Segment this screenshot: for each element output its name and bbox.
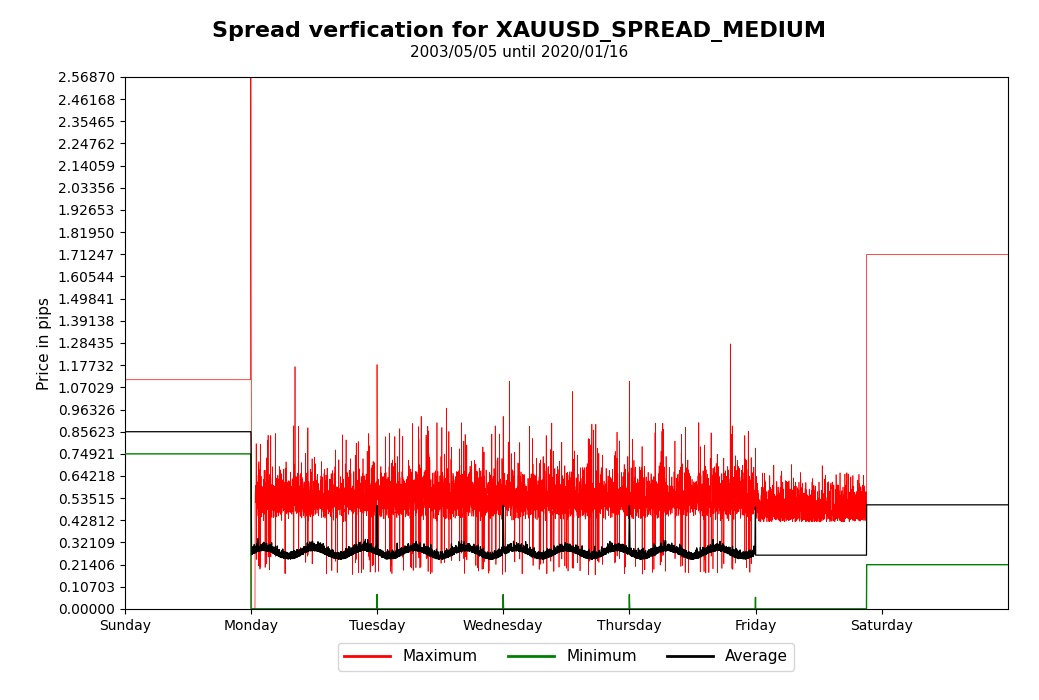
Maximum bbox=[248, 605, 261, 613]
Line: Average: Average bbox=[125, 432, 1008, 559]
Maximum bbox=[244, 73, 257, 81]
Minimum bbox=[370, 605, 382, 613]
Minimum bbox=[355, 605, 368, 613]
Text: 2003/05/05 until 2020/01/16: 2003/05/05 until 2020/01/16 bbox=[410, 45, 629, 60]
Average bbox=[118, 428, 131, 436]
Average bbox=[781, 551, 794, 559]
Line: Minimum: Minimum bbox=[125, 454, 1008, 609]
Maximum bbox=[370, 494, 382, 502]
Minimum bbox=[118, 449, 131, 458]
Average bbox=[370, 550, 382, 559]
Average bbox=[1002, 500, 1014, 509]
Minimum bbox=[781, 605, 794, 613]
Line: Maximum: Maximum bbox=[125, 77, 1008, 609]
Maximum bbox=[139, 375, 152, 384]
Minimum bbox=[238, 449, 250, 458]
Average bbox=[238, 428, 250, 436]
Maximum bbox=[118, 375, 131, 384]
Average bbox=[686, 552, 698, 560]
Y-axis label: Price in pips: Price in pips bbox=[37, 297, 52, 389]
Minimum bbox=[244, 605, 257, 613]
Text: Spread verfication for XAUUSD_SPREAD_MEDIUM: Spread verfication for XAUUSD_SPREAD_MED… bbox=[213, 21, 826, 42]
Average bbox=[355, 542, 368, 551]
Average bbox=[586, 555, 598, 564]
Legend: Maximum, Minimum, Average: Maximum, Minimum, Average bbox=[338, 643, 795, 671]
Maximum bbox=[1002, 250, 1014, 258]
Minimum bbox=[139, 449, 152, 458]
Maximum bbox=[686, 503, 698, 512]
Average bbox=[139, 428, 152, 436]
Maximum bbox=[238, 375, 250, 384]
Maximum bbox=[355, 502, 368, 510]
Maximum bbox=[782, 513, 795, 522]
Minimum bbox=[1002, 561, 1014, 569]
Minimum bbox=[686, 605, 698, 613]
